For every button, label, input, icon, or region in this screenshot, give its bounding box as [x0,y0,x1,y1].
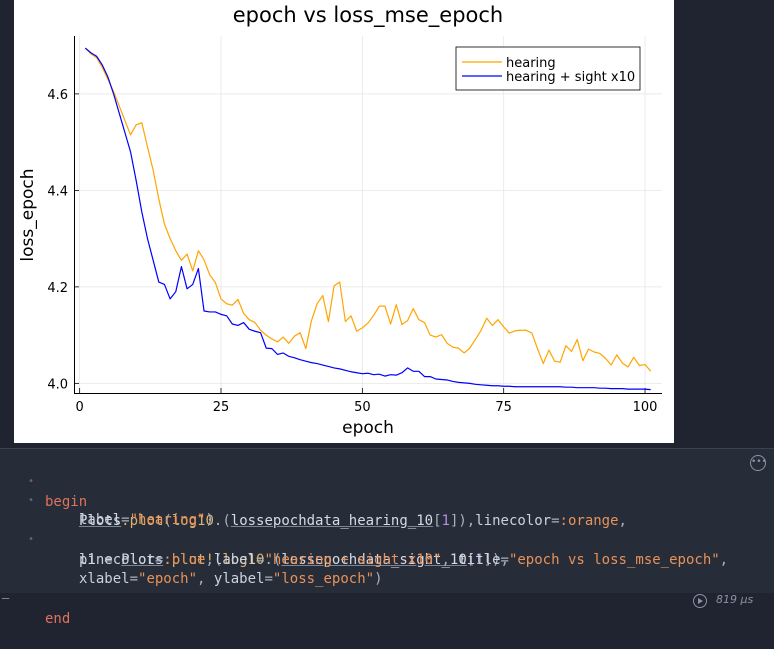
y-axis-spine [74,36,75,393]
fn-log10: log10 [171,513,214,529]
string-hearing: "hearing" [129,512,206,528]
var-hearing[interactable]: lossepochdata_hearing_10 [230,513,434,529]
kwarg-title: title [458,552,501,568]
x-tick-label: 25 [213,400,230,415]
kwarg-label: label [213,552,257,568]
code-line-5: linecolor=:blue,label="hearing + sight x… [0,530,728,568]
x-tick-label: 0 [76,400,84,415]
keyword-end: end [45,611,71,627]
kwarg-linecolor: linecolor [475,513,552,529]
code-line-7: • end [0,569,70,627]
x-axis-label: epoch [342,418,394,438]
string-title: "epoch vs loss_mse_epoch" [508,552,720,568]
code-line-3: label="hearing") [0,490,214,528]
bracket: [ [433,513,442,529]
bracket-close: ]), [449,513,476,529]
gutter-dot: • [28,534,35,545]
comma: , [197,571,214,587]
run-cell-icon[interactable] [693,594,707,608]
index-number: 1 [475,552,484,568]
runtime-label: 819 μs [716,593,754,606]
fn-plot: .plot [121,513,164,529]
paren-close: ) [205,512,214,528]
comma: , [618,513,627,529]
kwarg-ylabel: ylabel [213,571,265,587]
x-tick-label: 75 [495,400,512,415]
series-line-hearing-sight [84,47,651,391]
y-tick-label: 4.2 [47,281,68,296]
more-options-icon[interactable]: ••• [750,455,767,471]
plot-output: 0 25 50 75 100 4.0 4.2 4.4 4.6 epoch vs loss_mse… [14,0,674,443]
module-plots[interactable]: Plots [121,552,164,568]
bracket: [ [466,552,476,568]
x-tick-label: 50 [354,400,371,415]
paren: ( [213,552,223,568]
code-line-4: • p1 = Plots.plot!(log10.(lossepochdata_… [0,510,509,568]
chart-title: epoch vs loss_mse_epoch [233,3,504,28]
op-eq: = [154,552,164,568]
legend-box [455,46,641,91]
x-axis-spine [74,393,662,394]
code-line-1: • begin [0,452,87,510]
tick-layer: 0 25 50 75 100 4.0 4.2 4.4 4.6 [47,88,657,415]
series-layer [84,47,652,391]
fn-log10: log10 [222,552,265,568]
gutter-dot: • [28,476,35,487]
comma: , [719,552,729,568]
kwarg-linecolor: linecolor [79,552,155,568]
legend-label-hearing-sight: hearing + sight x10 [506,70,635,85]
op-eq: = [264,571,273,587]
line-chart: 0 25 50 75 100 4.0 4.2 4.4 4.6 epoch vs loss_mse… [18,3,662,438]
code-line-6: xlabel="epoch", ylabel="loss_epoch") [0,549,383,587]
op-eq: = [256,552,265,568]
fn-plot-bang: .plot! [163,552,214,568]
var-sight[interactable]: lossepochdata_sight_10 [281,552,467,568]
y-tick-label: 4.6 [47,88,68,103]
bracket-close: ]), [483,552,509,568]
string-xlabel: "epoch" [138,571,198,587]
broadcast-dot: .( [213,513,231,529]
symbol-blue: :blue [163,552,206,568]
legend-label-hearing: hearing [506,56,556,71]
comma: , [205,552,214,568]
kwarg-label: label [79,512,122,528]
series-line-hearing [84,47,652,372]
op-eq: = [551,513,560,529]
paren: ( [163,513,172,529]
kwarg-xlabel: xlabel [79,571,130,587]
symbol-orange: :orange [559,513,619,529]
op-eq: = [129,571,139,587]
index-number: 1 [441,513,450,529]
comma: , [441,552,459,568]
module-plots[interactable]: Plots [79,513,122,529]
keyword-begin: begin [45,494,88,510]
string-label: "hearing + sight x10" [264,552,442,568]
y-axis-label: loss_epoch [18,168,38,261]
op-eq: = [500,552,509,568]
var-p1: p1 [79,552,96,568]
code-cell[interactable]: ••• • begin • Plots.plot(log10.(lossepoc… [0,448,774,627]
code-line-2: • Plots.plot(log10.(lossepochdata_hearin… [0,471,627,529]
string-ylabel: "loss_epoch" [272,571,375,587]
y-tick-label: 4.0 [47,377,68,392]
broadcast-dot: .( [264,552,282,568]
status-bar [0,593,774,609]
grid-layer [74,36,662,393]
x-tick-label: 100 [633,400,658,415]
y-tick-label: 4.4 [47,184,68,199]
collapse-marker[interactable]: – [2,591,10,605]
op-assign: = [95,552,122,568]
paren-close: ) [374,571,383,587]
op-eq: = [121,512,130,528]
legend: hearing hearing + sight x10 [455,46,641,91]
gutter-dot: • [28,495,35,506]
